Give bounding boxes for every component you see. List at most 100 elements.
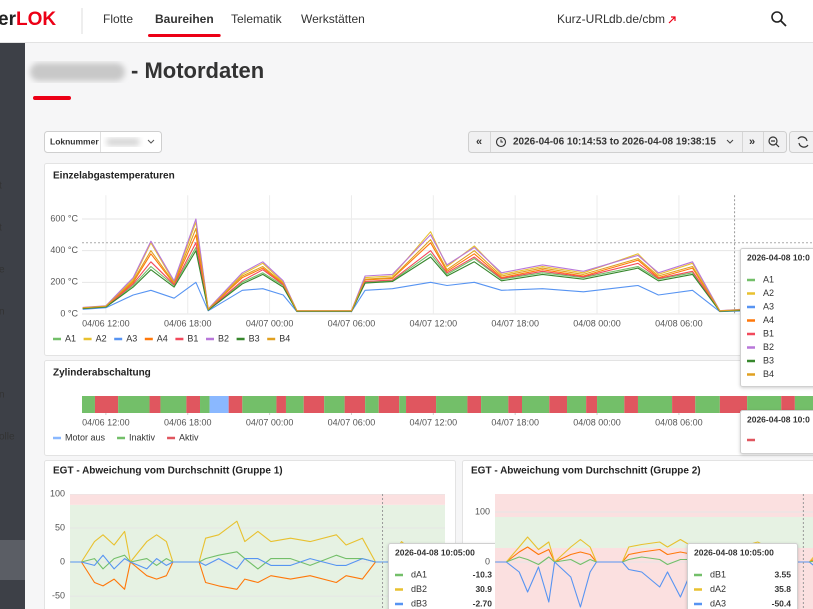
sidebar <box>0 43 25 609</box>
x-tick-label: 04/07 00:00 <box>246 318 294 328</box>
x-tick-label: 04/07 06:00 <box>328 417 376 427</box>
loknummer-select[interactable]: Loknummer <box>44 131 162 153</box>
legend-label[interactable]: A4 <box>157 333 168 343</box>
state-segment <box>399 396 407 413</box>
state-segment <box>467 396 482 413</box>
state-segment <box>672 396 696 413</box>
tooltip-title: 2026-04-08 10:05:00 <box>694 547 774 557</box>
state-segment <box>228 396 243 413</box>
time-picker[interactable]: « 2026-04-06 10:14:53 to 2026-04-08 19:3… <box>468 131 787 153</box>
clock-hands <box>500 139 503 143</box>
clock-icon <box>495 136 507 148</box>
x-tick-label: 04/06 12:00 <box>82 417 130 427</box>
tooltip-title: 2026-04-08 10:0 <box>747 414 810 424</box>
series-line <box>82 246 813 312</box>
shift-forward[interactable]: » <box>749 136 755 148</box>
time-picker-box <box>468 131 787 153</box>
tooltip: 2026-04-08 10:0 A1 A2 A3 A4 B1 B2 B3 B4 <box>740 248 813 387</box>
tooltip-name: dA3 <box>710 598 726 608</box>
series-line <box>82 250 813 312</box>
series-line <box>70 551 421 570</box>
x-tick-label: 04/08 06:00 <box>655 318 703 328</box>
x-tick-label: 04/07 12:00 <box>410 318 458 328</box>
x-tick-label: 04/06 18:00 <box>164 417 212 427</box>
logo-red: LOK <box>16 9 56 30</box>
tooltip-name: dB1 <box>710 569 726 579</box>
legend-label[interactable]: B3 <box>249 333 260 343</box>
x-tick-label: 04/07 12:00 <box>410 417 458 427</box>
refresh-button[interactable] <box>789 131 813 153</box>
page-title: - Motordaten <box>131 58 264 83</box>
sidebar-items: t t e n n olle <box>0 181 15 443</box>
title-underline <box>33 96 71 100</box>
sidebar-item[interactable]: n <box>0 307 5 318</box>
tooltip-name: A2 <box>763 288 774 298</box>
time-range: 2026-04-06 10:14:53 to 2026-04-08 19:38:… <box>513 137 716 148</box>
state-segment <box>209 396 229 413</box>
chevron <box>726 139 734 144</box>
state-segment <box>549 396 568 413</box>
x-tick-label: 04/06 12:00 <box>82 318 130 328</box>
panel-title: EGT - Abweichung vom Durchschnitt (Grupp… <box>53 466 283 477</box>
tooltip-name: B2 <box>763 342 774 352</box>
panel-title: EGT - Abweichung vom Durchschnitt (Grupp… <box>471 466 701 477</box>
shift-back[interactable]: « <box>476 136 482 148</box>
logo[interactable]: erLOK <box>0 9 56 30</box>
tooltip-name: dB2 <box>411 584 427 594</box>
sidebar-item[interactable]: t <box>0 223 2 234</box>
tooltip-value: 3.55 <box>774 569 791 579</box>
state-segment <box>186 396 201 413</box>
legend-label[interactable]: A1 <box>65 333 76 343</box>
legend-label[interactable]: B1 <box>187 333 198 343</box>
legend-label[interactable]: Aktiv <box>179 432 199 442</box>
legend-label[interactable]: A2 <box>96 333 107 343</box>
external-link-icon <box>668 16 676 24</box>
legend-label[interactable]: Motor aus <box>65 432 106 442</box>
legend-label[interactable]: B2 <box>218 333 229 343</box>
nav-item[interactable]: Baureihen <box>155 12 214 26</box>
nav-items: Flotte Baureihen Telematik Werkstätten <box>103 12 365 37</box>
legend-label[interactable]: Inaktiv <box>129 432 156 442</box>
state-segment <box>624 396 638 413</box>
legend-label[interactable]: A3 <box>126 333 137 343</box>
zoom-icon[interactable] <box>768 136 778 146</box>
state-segment <box>160 396 187 413</box>
y-tick-label: 50 <box>55 522 65 532</box>
tooltip-box <box>740 248 813 387</box>
tooltip: 2026-04-08 10:0 <box>740 410 813 454</box>
state-segment <box>303 396 325 413</box>
x-tick-label: 04/07 18:00 <box>491 318 539 328</box>
tooltip-name: A3 <box>763 301 774 311</box>
search-icon-handle <box>780 20 787 27</box>
state-segment <box>637 396 673 413</box>
legend-label[interactable]: B4 <box>279 333 290 343</box>
state-segment <box>719 396 748 413</box>
nav-item[interactable]: Telematik <box>231 12 283 26</box>
sidebar-item[interactable]: olle <box>0 432 15 443</box>
nav-item[interactable]: Flotte <box>103 12 133 26</box>
zoom-icon-detail <box>771 140 780 148</box>
sidebar-item[interactable]: n <box>0 390 5 401</box>
tooltip-name: dA1 <box>411 569 427 579</box>
sidebar-item[interactable]: e <box>0 265 5 276</box>
sidebar-item[interactable]: t <box>0 181 2 192</box>
select-box <box>44 131 162 153</box>
search-icon <box>771 11 783 23</box>
state-segment <box>149 396 161 413</box>
nav-item[interactable]: Werkstätten <box>301 12 365 26</box>
series-line <box>82 227 813 312</box>
state-segment <box>94 396 119 413</box>
tooltip-name: B3 <box>763 355 774 365</box>
logo-dark: er <box>0 9 17 30</box>
state-segment <box>324 396 345 413</box>
short-url[interactable]: db.de/cbm <box>609 12 665 26</box>
y-tick-label: -50 <box>52 590 65 600</box>
series-line <box>82 221 813 312</box>
tooltip-value: -2.70 <box>473 598 493 608</box>
tooltip-name: B1 <box>763 328 774 338</box>
chevron <box>147 139 155 144</box>
x-tick-label: 04/08 00:00 <box>573 417 621 427</box>
y-tick-label: 200 °C <box>50 277 78 287</box>
search-button[interactable] <box>771 11 787 27</box>
